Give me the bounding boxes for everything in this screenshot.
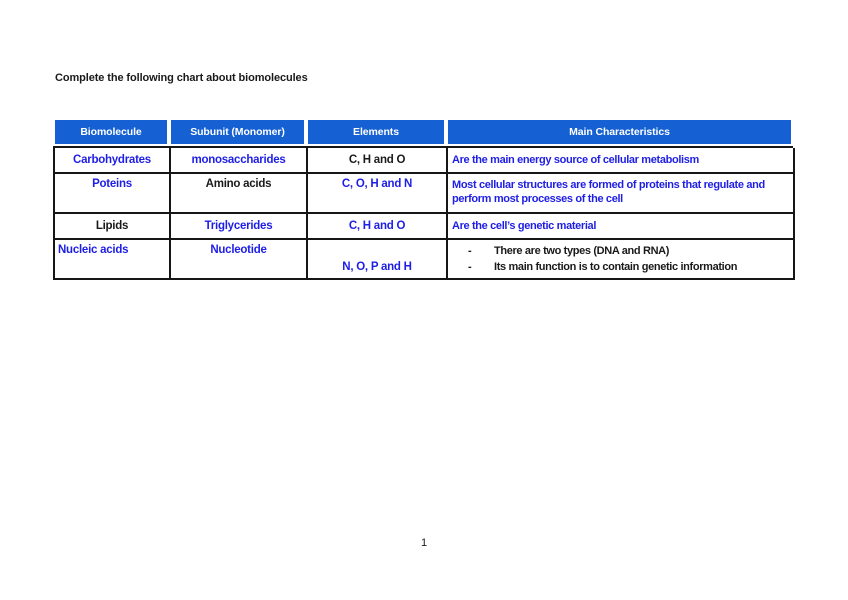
list-item: - Its main function is to contain geneti…: [468, 260, 789, 274]
cell-subunit: monosaccharides: [171, 148, 308, 174]
cell-biomolecule: Carbohydrates: [55, 148, 171, 174]
cell-characteristics: Most cellular structures are formed of p…: [448, 174, 795, 214]
cell-elements: C, H and O: [308, 148, 448, 174]
list-item-text: There are two types (DNA and RNA): [494, 245, 670, 258]
table-body: Carbohydrates monosaccharides C, H and O…: [53, 146, 795, 280]
dash-bullet: -: [468, 245, 472, 258]
cell-biomolecule: Nucleic acids: [55, 240, 171, 280]
header-main-characteristics: Main Characteristics: [448, 120, 791, 144]
cell-biomolecule: Poteins: [55, 174, 171, 214]
cell-subunit: Nucleotide: [171, 240, 308, 280]
list-item: - There are two types (DNA and RNA): [468, 244, 789, 258]
cell-biomolecule: Lipids: [55, 214, 171, 240]
dash-bullet: -: [468, 260, 472, 273]
page-number: 1: [420, 537, 428, 549]
biomolecules-table: Biomolecule Subunit (Monomer) Elements M…: [53, 120, 795, 280]
header-biomolecule: Biomolecule: [55, 120, 167, 144]
header-elements: Elements: [308, 120, 444, 144]
cell-elements: C, H and O: [308, 214, 448, 240]
cell-subunit: Amino acids: [171, 174, 308, 214]
list-item-text: Its main function is to contain genetic …: [494, 260, 738, 273]
cell-characteristics: Are the cell’s genetic material: [448, 214, 795, 240]
cell-characteristics: Are the main energy source of cellular m…: [448, 148, 795, 174]
characteristics-bullet-list: - There are two types (DNA and RNA) - It…: [452, 244, 789, 274]
cell-subunit: Triglycerides: [171, 214, 308, 240]
cell-characteristics: - There are two types (DNA and RNA) - It…: [448, 240, 795, 280]
table-header-row: Biomolecule Subunit (Monomer) Elements M…: [53, 120, 793, 146]
header-subunit: Subunit (Monomer): [171, 120, 304, 144]
cell-elements: N, O, P and H: [308, 240, 448, 280]
cell-elements: C, O, H and N: [308, 174, 448, 214]
document-title: Complete the following chart about biomo…: [55, 72, 308, 84]
